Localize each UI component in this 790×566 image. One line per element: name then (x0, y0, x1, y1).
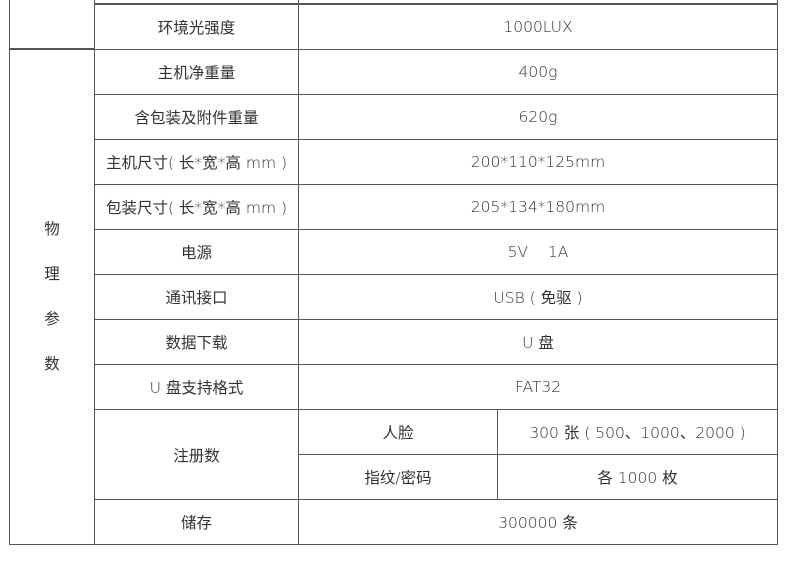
group-cell-top (9, 0, 95, 49)
row-value: FAT32 (298, 364, 778, 410)
row-value: 400g (298, 49, 778, 95)
row-label: 含包装及附件重量 (94, 94, 299, 140)
row-value: 205*134*180mm (298, 184, 778, 230)
register-face-label: 人脸 (298, 409, 498, 455)
register-fp-label: 指纹/密码 (298, 454, 498, 500)
storage-label: 储存 (94, 499, 299, 545)
row-label: 主机净重量 (94, 49, 299, 95)
row-label: 环境光强度 (94, 4, 299, 50)
register-label: 注册数 (94, 409, 299, 500)
group-label-physical: 物 理 参 数 (9, 49, 95, 545)
row-label: 通讯接口 (94, 274, 299, 320)
row-label: U 盘支持格式 (94, 364, 299, 410)
storage-value: 300000 条 (298, 499, 778, 545)
row-value: 1000LUX (298, 4, 778, 50)
row-label: 电源 (94, 229, 299, 275)
row-value: 200*110*125mm (298, 139, 778, 185)
register-fp-value: 各 1000 枚 (497, 454, 778, 500)
row-label: 数据下载 (94, 319, 299, 365)
row-value: 620g (298, 94, 778, 140)
row-value: USB ( 免驱 ) (298, 274, 778, 320)
register-face-value: 300 张 ( 500、1000、2000 ) (497, 409, 778, 455)
row-label: 包装尺寸( 长*宽*高 mm ) (94, 184, 299, 230)
row-label: 主机尺寸( 长*宽*高 mm ) (94, 139, 299, 185)
row-value: U 盘 (298, 319, 778, 365)
partial-row-value (298, 0, 778, 4)
row-value: 5V 1A (298, 229, 778, 275)
